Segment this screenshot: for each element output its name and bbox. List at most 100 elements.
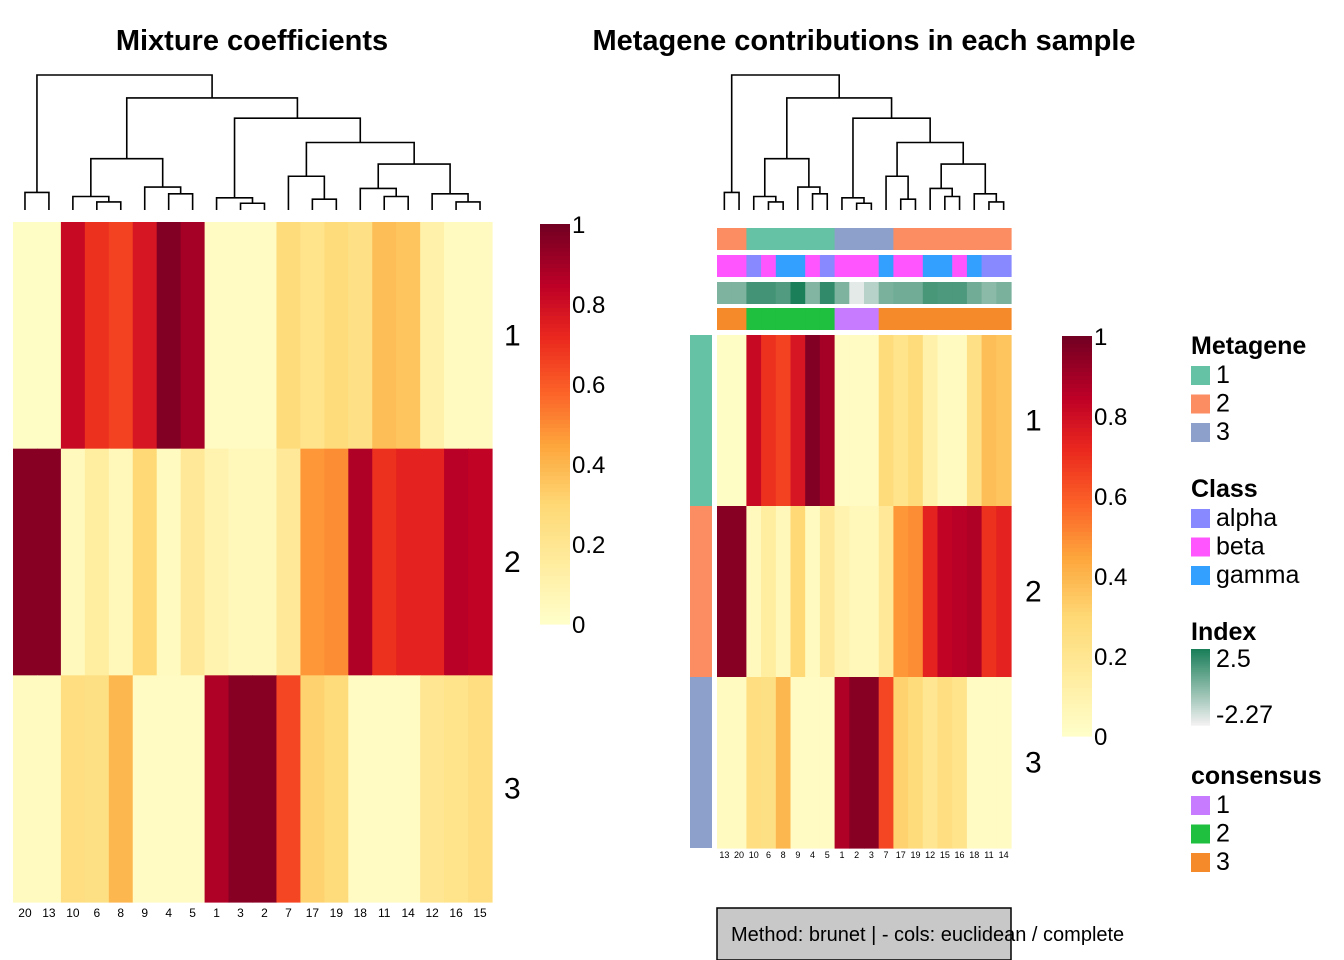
right-row-label: 1	[1025, 405, 1042, 438]
left-cell-r3-c19	[324, 675, 349, 903]
annotation-metagene-cell	[805, 228, 821, 250]
right-scale-segment	[1062, 468, 1092, 473]
left-column-label: 4	[165, 906, 172, 920]
right-dendro-branch-1	[767, 201, 784, 210]
left-cell-r3-c12	[420, 675, 445, 903]
right-cell-r2-c13	[717, 506, 733, 678]
right-scale-segment	[1062, 440, 1092, 445]
right-column-label: 4	[810, 850, 815, 860]
annotation-class-cell	[849, 255, 865, 277]
left-scale-segment	[540, 536, 570, 541]
left-cell-r3-c17	[300, 675, 325, 903]
annotation-consensus-cell	[805, 308, 821, 330]
left-cell-r1-c16	[444, 222, 469, 450]
left-scale-segment	[540, 300, 570, 305]
right-cell-r1-c5	[819, 335, 836, 507]
left-scale-segment	[540, 268, 570, 273]
right-scale-segment	[1062, 632, 1092, 637]
right-cell-r3-c1	[834, 677, 850, 849]
left-scale-segment	[540, 580, 570, 585]
annotation-class-cell	[717, 255, 733, 277]
right-cell-r3-c12	[922, 677, 939, 849]
left-scale-segment	[540, 256, 570, 261]
left-cell-r3-c8	[108, 675, 134, 903]
right-dendro-branch-18	[730, 74, 840, 193]
right-cell-r2-c6	[761, 506, 777, 678]
right-scale-segment	[1062, 732, 1092, 737]
left-cell-r1-c14	[396, 222, 421, 450]
right-scale-segment	[1062, 712, 1092, 717]
right-scale-segment	[1062, 676, 1092, 681]
left-column-label: 17	[306, 906, 320, 920]
annotation-class-cell	[819, 255, 836, 277]
right-scale-segment	[1062, 656, 1092, 661]
annotation-class-cell	[761, 255, 777, 277]
right-scale-segment	[1062, 428, 1092, 433]
left-chart-title: Mixture coefficients	[116, 25, 388, 57]
left-scale-segment	[540, 324, 570, 329]
right-scale-segment	[1062, 592, 1092, 597]
left-dendro-branch-15	[305, 141, 415, 177]
right-scale-segment	[1062, 524, 1092, 529]
right-dendro-branch-2	[752, 195, 777, 210]
left-dendro-branch-2	[72, 195, 110, 210]
right-column-label: 15	[940, 850, 950, 860]
annotation-index-cell	[864, 282, 880, 304]
right-scale-segment	[1062, 604, 1092, 609]
left-dendro-branch-17	[125, 97, 299, 159]
left-scale-segment	[540, 572, 570, 577]
right-cell-r2-c9	[790, 506, 806, 678]
annotation-consensus-cell	[952, 308, 968, 330]
left-cell-r1-c13	[36, 222, 62, 450]
right-scale-segment	[1062, 424, 1092, 429]
left-scale-segment	[540, 336, 570, 341]
left-scale-segment	[540, 548, 570, 553]
index-gradient-segment	[1191, 654, 1210, 658]
left-scale-segment	[540, 560, 570, 565]
right-scale-tick: 0.8	[1094, 404, 1127, 431]
left-scale-segment	[540, 460, 570, 465]
right-scale-segment	[1062, 668, 1092, 673]
right-scale-segment	[1062, 516, 1092, 521]
left-row-label: 2	[504, 546, 521, 579]
right-column-label: 12	[925, 850, 935, 860]
right-cell-r2-c17	[893, 506, 909, 678]
index-gradient-segment	[1191, 688, 1210, 692]
left-scale-segment	[540, 576, 570, 581]
left-cell-r1-c1	[204, 222, 230, 450]
index-gradient-segment	[1191, 715, 1210, 718]
right-scale-segment	[1062, 500, 1092, 505]
right-column-label: 14	[999, 850, 1009, 860]
left-scale-segment	[540, 236, 570, 241]
left-scale-segment	[540, 392, 570, 397]
legend-title-class: Class	[1191, 475, 1258, 503]
right-cell-r1-c15	[937, 335, 953, 507]
left-column-label: 1	[213, 906, 220, 920]
left-scale-segment	[540, 408, 570, 413]
right-scale-segment	[1062, 492, 1092, 497]
left-scale-segment	[540, 452, 570, 457]
index-gradient-segment	[1191, 662, 1210, 665]
left-scale-segment	[540, 480, 570, 485]
left-cell-r2-c18	[348, 448, 373, 676]
left-dendro-branch-4	[143, 186, 182, 210]
left-cell-r3-c13	[36, 675, 62, 903]
left-cell-r2-c5	[180, 448, 206, 676]
left-scale-segment	[540, 440, 570, 445]
right-scale-segment	[1062, 688, 1092, 693]
left-scale-segment	[540, 404, 570, 409]
index-gradient-segment	[1191, 707, 1210, 711]
legend-swatch	[1191, 509, 1210, 528]
right-column-labels: 13 20 10 6 8 9 4 5 1 2 3 7 17 19 12 15 16 18 11 14	[719, 850, 1008, 860]
annotation-index-cell	[717, 282, 733, 304]
index-max-label: 2.5	[1216, 645, 1251, 673]
annotation-index-cell	[805, 282, 821, 304]
legend-item-label: 2	[1216, 820, 1230, 848]
right-scale-segment	[1062, 380, 1092, 385]
right-cell-r1-c12	[922, 335, 939, 507]
left-dendro-branch-6	[239, 202, 266, 210]
right-scale-tick: 0.6	[1094, 484, 1127, 511]
right-scale-segment	[1062, 544, 1092, 549]
right-scale-segment	[1062, 564, 1092, 569]
right-cell-r2-c4	[805, 506, 821, 678]
